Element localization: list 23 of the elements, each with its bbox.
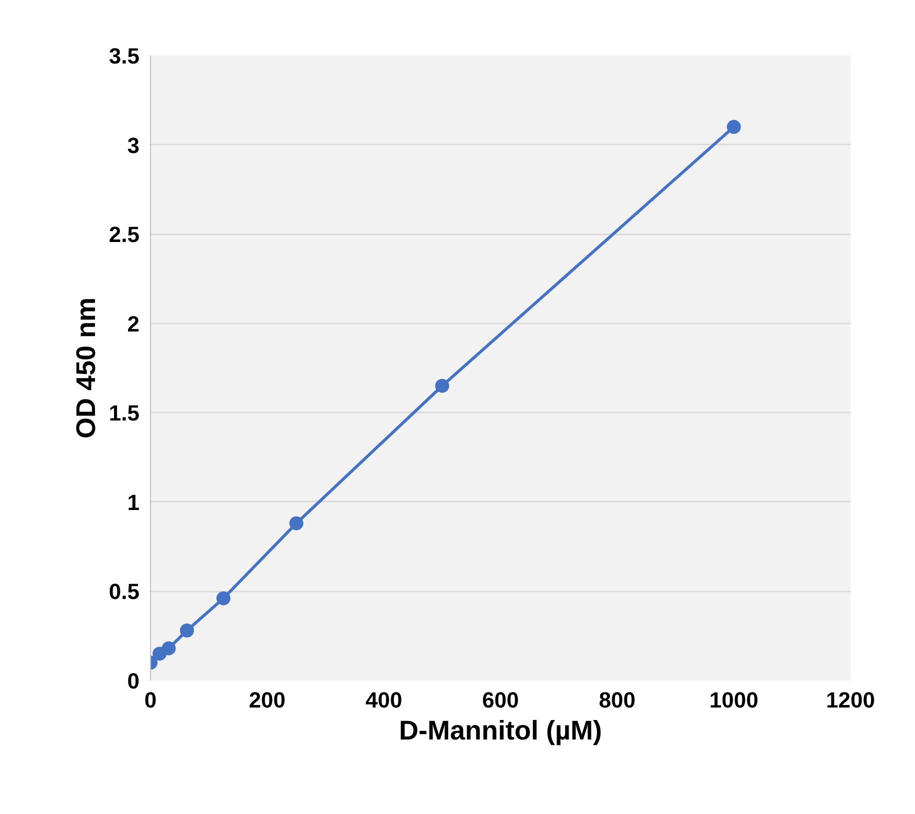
point [435,378,450,393]
x-tick-label: 400 [365,688,402,712]
x-tick-label: 800 [598,688,636,712]
x-tick-label: 0 [144,688,157,712]
y-tick-label: 1 [127,490,140,515]
point [289,516,304,530]
y-tick-label: 2 [127,311,140,336]
point [162,641,176,656]
x-axis-title: D-Mannitol (µM) [399,716,602,746]
y-axis-title: OD 450 nm [70,297,101,439]
y-tick-label: 1.5 [108,400,140,426]
y-tick-label: 3 [127,132,140,158]
y-tick-label: 3.5 [108,44,140,68]
x-tick-label: 600 [482,688,519,712]
point [726,120,741,134]
x-tick-label: 1200 [826,688,875,712]
y-tick-label: 0 [127,668,140,694]
y-tick-label: 2.5 [108,222,140,248]
point [180,624,194,638]
y-tick-label: 0.5 [108,579,140,604]
point [216,591,230,606]
x-tick-label: 200 [248,688,286,712]
x-tick-label: 1000 [709,688,758,712]
